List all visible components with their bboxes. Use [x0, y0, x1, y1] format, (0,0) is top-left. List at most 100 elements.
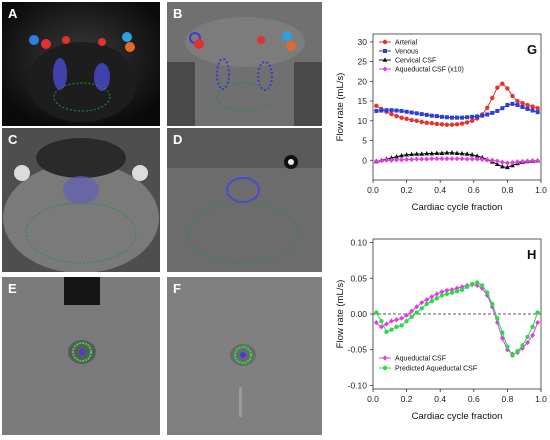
data-point	[429, 150, 435, 156]
data-point	[429, 298, 434, 304]
x-tick-label: 1.0	[535, 185, 547, 195]
data-point	[404, 156, 409, 163]
data-point	[530, 104, 535, 109]
legend-label: Aqueductal CSF	[395, 356, 446, 363]
data-point	[505, 86, 510, 91]
data-point	[530, 158, 535, 164]
y-tick-label: 0.05	[350, 273, 367, 283]
legend-label: Arterial	[395, 40, 418, 47]
data-point	[515, 103, 520, 108]
data-point	[515, 348, 520, 354]
x-tick-label: 0.8	[501, 185, 513, 195]
data-point	[525, 106, 530, 111]
panel-c-image	[2, 128, 160, 272]
legend-label: Venous	[395, 49, 419, 56]
data-point	[419, 119, 424, 125]
data-point	[404, 109, 409, 114]
y-tick-label: 10	[358, 116, 368, 126]
data-point	[419, 156, 425, 162]
data-point	[449, 156, 455, 162]
data-point	[469, 156, 475, 162]
data-point	[424, 150, 430, 156]
data-point	[414, 151, 420, 156]
data-point	[500, 330, 505, 335]
data-point	[535, 310, 540, 315]
data-point	[429, 113, 434, 118]
data-point	[485, 112, 490, 117]
legend-marker	[382, 66, 388, 72]
data-point	[409, 151, 415, 157]
data-point	[495, 108, 500, 113]
data-point	[454, 122, 460, 127]
panel-a: A	[2, 2, 160, 126]
data-point	[489, 157, 495, 163]
data-point	[389, 108, 394, 113]
data-point	[525, 102, 530, 108]
data-point	[434, 114, 439, 119]
data-point	[414, 310, 419, 315]
data-point	[394, 108, 399, 113]
data-point	[409, 308, 415, 314]
data-point	[394, 157, 399, 163]
data-point	[520, 105, 525, 109]
data-point	[459, 150, 465, 156]
y-tick-label: 0.10	[350, 238, 367, 248]
y-tick-label: 30	[358, 37, 368, 47]
data-point	[414, 118, 419, 124]
data-point	[520, 343, 525, 348]
data-point	[379, 318, 384, 324]
data-point	[389, 111, 394, 117]
data-point	[494, 161, 500, 167]
y-axis-label: Flow rate (mL/s)	[335, 280, 346, 349]
data-point	[490, 110, 495, 115]
data-point	[515, 159, 520, 165]
data-point	[404, 152, 409, 157]
data-point	[484, 157, 490, 163]
panel-label: H	[527, 247, 536, 262]
data-point	[439, 114, 444, 119]
data-point	[490, 301, 495, 307]
data-point	[394, 154, 399, 159]
x-tick-label: 0.6	[468, 185, 480, 195]
data-point	[510, 93, 515, 99]
data-point	[464, 151, 470, 156]
y-tick-label: 25	[358, 57, 368, 67]
data-point	[374, 310, 379, 315]
data-point	[414, 156, 420, 162]
legend-marker	[382, 355, 388, 361]
data-point	[495, 85, 500, 90]
data-point	[399, 108, 404, 113]
y-tick-label: 15	[358, 96, 368, 106]
data-point	[444, 115, 449, 120]
data-point	[434, 156, 440, 162]
x-tick-label: 0.2	[401, 185, 413, 195]
y-tick-label: 0.00	[350, 309, 367, 319]
data-point	[530, 108, 535, 113]
legend-label: Predicted Aqueductal CSF	[395, 366, 477, 373]
y-tick-label: -0.10	[348, 380, 368, 390]
data-point	[464, 120, 470, 125]
data-point	[439, 150, 445, 155]
data-point	[505, 160, 510, 166]
data-point	[459, 121, 465, 126]
data-point	[490, 95, 495, 101]
data-point	[394, 317, 399, 323]
data-point	[505, 164, 510, 170]
data-point	[459, 287, 465, 292]
data-point	[434, 121, 440, 127]
data-point	[494, 158, 500, 164]
data-point	[525, 334, 530, 340]
data-point	[470, 114, 475, 119]
x-tick-label: 0.0	[367, 185, 379, 195]
data-point	[480, 283, 485, 288]
data-point	[454, 150, 460, 155]
data-point	[389, 155, 394, 160]
data-point	[389, 318, 394, 324]
data-point	[510, 160, 515, 166]
x-axis-label: Cardiac cycle fraction	[412, 202, 503, 213]
chart-h: H -0.10 -0.05 0.00 0.05 0.10 0.0 0.2 0.4 0.6 0.8 1.…	[325, 225, 547, 433]
panel-label: G	[527, 42, 537, 57]
data-point	[499, 335, 505, 341]
data-point	[374, 108, 379, 113]
data-point	[439, 293, 445, 298]
